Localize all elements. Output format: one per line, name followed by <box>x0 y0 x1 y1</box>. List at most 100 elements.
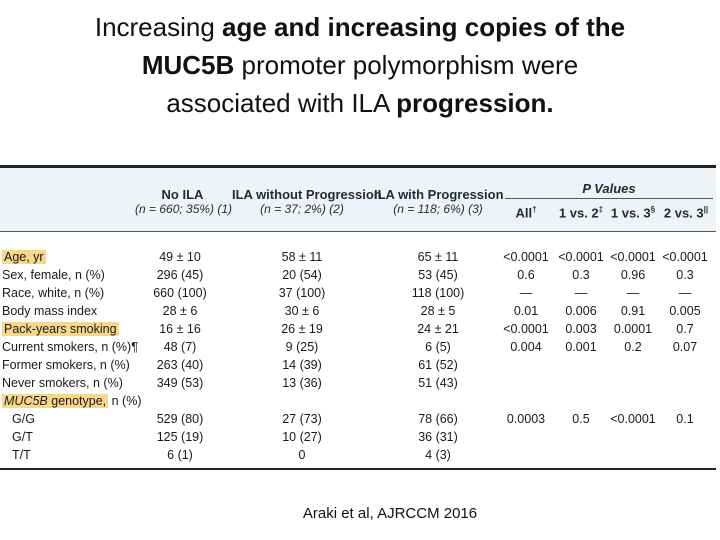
cell-ila-without-progression: 30 ± 6 <box>284 304 320 318</box>
cell-p-all: 0.01 <box>513 304 539 318</box>
table-row-never-smokers: Never smokers, n (%) 349 (53) 13 (36) 51… <box>0 376 716 391</box>
header-ila-without-progression: ILA without Progression (n = 37; 2%) (2) <box>232 187 382 216</box>
table-row-tt: T/T 6 (1) 0 4 (3) <box>0 448 716 463</box>
cell-p-1v3: 0.2 <box>624 340 642 354</box>
row-label: Current smokers, n (%)¶ <box>2 340 138 354</box>
table-row-bmi: Body mass index 28 ± 6 30 ± 6 28 ± 5 0.0… <box>0 304 716 319</box>
cell-p-2v3: 0.07 <box>672 340 698 354</box>
cell-no-ila: 6 (1) <box>167 448 193 462</box>
cell-ila-with-progression: 118 (100) <box>411 286 465 300</box>
row-label: G/T <box>12 430 33 444</box>
cell-p-1v2: 0.006 <box>565 304 597 318</box>
cell-ila-with-progression: 4 (3) <box>425 448 451 462</box>
pvalues-rule <box>505 198 713 199</box>
header-sublabel: (n = 660; 35%) (1) <box>135 202 233 216</box>
footnote-mark: † <box>532 205 537 214</box>
table-row-race: Race, white, n (%) 660 (100) 37 (100) 11… <box>0 286 716 301</box>
row-label: Never smokers, n (%) <box>2 376 123 390</box>
row-label: G/G <box>12 412 35 426</box>
title-text: Increasing <box>94 12 223 42</box>
table-row-muc5b-genotype: MUC5B genotype, n (%) <box>0 394 716 409</box>
cell-no-ila: 296 (45) <box>156 268 204 282</box>
cell-p-1v2: 0.5 <box>572 412 590 426</box>
gene-name: MUC5B <box>4 394 48 408</box>
cell-p-all: 0.004 <box>510 340 542 354</box>
cell-no-ila: 529 (80) <box>156 412 204 426</box>
citation: Araki et al, AJRCCM 2016 <box>302 505 478 522</box>
header-label: 1 vs. 3 <box>610 205 651 221</box>
cell-ila-without-progression: 27 (73) <box>282 412 322 426</box>
header-label: 1 vs. 2 <box>558 205 599 221</box>
cell-no-ila: 49 ± 10 <box>159 250 201 264</box>
cell-ila-with-progression: 78 (66) <box>418 412 458 426</box>
row-label-part: genotype, <box>47 394 107 408</box>
cell-p-all: 0.6 <box>517 268 535 282</box>
cell-ila-without-progression: 20 (54) <box>282 268 322 282</box>
table-top-rule <box>0 165 716 168</box>
cell-p-2v3: — <box>678 286 692 300</box>
cell-ila-without-progression: 37 (100) <box>278 286 326 300</box>
data-table: No ILA (n = 660; 35%) (1) ILA without Pr… <box>0 165 716 470</box>
cell-ila-with-progression: 53 (45) <box>418 268 458 282</box>
cell-p-1v3: <0.0001 <box>610 250 656 264</box>
header-pvalues: P Values <box>505 181 713 196</box>
title-line-1: Increasing age and increasing copies of … <box>20 8 700 46</box>
cell-p-all: <0.0001 <box>503 250 549 264</box>
table-row-gt: G/T 125 (19) 10 (27) 36 (31) <box>0 430 716 445</box>
header-label: No ILA <box>161 187 204 202</box>
row-label: MUC5B genotype, n (%) <box>2 394 142 409</box>
row-label: Sex, female, n (%) <box>2 268 105 282</box>
table-bottom-rule <box>0 468 716 470</box>
cell-no-ila: 16 ± 16 <box>159 322 201 336</box>
table-header-rule <box>0 231 716 232</box>
cell-ila-without-progression: 10 (27) <box>282 430 322 444</box>
row-label: Pack-years smoking <box>2 322 119 336</box>
header-p-1v3: 1 vs. 3§ <box>608 205 658 220</box>
row-label: Age, yr <box>2 250 46 264</box>
header-label: ILA with Progression <box>374 187 504 202</box>
cell-p-1v3: 0.0001 <box>613 322 653 336</box>
title-bold-text: age and increasing copies of the <box>222 12 626 42</box>
cell-p-2v3: 0.7 <box>676 322 694 336</box>
cell-ila-with-progression: 51 (43) <box>418 376 458 390</box>
table-row-pack-years: Pack-years smoking 16 ± 16 26 ± 19 24 ± … <box>0 322 716 337</box>
cell-no-ila: 125 (19) <box>156 430 204 444</box>
cell-p-1v3: 0.96 <box>620 268 646 282</box>
footnote-mark: || <box>703 205 709 214</box>
title-text: promoter polymorphism were <box>234 50 579 80</box>
cell-p-2v3: 0.3 <box>676 268 694 282</box>
row-label-highlight: MUC5B genotype, <box>2 394 109 408</box>
row-label-part: n (%) <box>108 394 142 408</box>
header-p-all: All† <box>500 205 552 220</box>
title-line-2: MUC5B promoter polymorphism were <box>20 46 700 84</box>
cell-no-ila: 48 (7) <box>163 340 197 354</box>
cell-p-1v2: 0.001 <box>565 340 597 354</box>
cell-no-ila: 263 (40) <box>156 358 204 372</box>
row-label: Race, white, n (%) <box>2 286 105 300</box>
cell-no-ila: 28 ± 6 <box>162 304 198 318</box>
cell-p-1v2: <0.0001 <box>558 250 604 264</box>
header-label: 2 vs. 3 <box>663 205 704 221</box>
cell-p-1v3: 0.91 <box>620 304 646 318</box>
cell-p-1v2: 0.003 <box>565 322 597 336</box>
header-ila-with-progression: ILA with Progression (n = 118; 6%) (3) <box>374 187 504 216</box>
cell-p-1v2: 0.3 <box>572 268 590 282</box>
cell-p-1v3: — <box>626 286 640 300</box>
cell-p-2v3: 0.1 <box>676 412 694 426</box>
footnote-mark: ‡ <box>598 205 604 214</box>
row-label: Body mass index <box>2 304 98 318</box>
cell-p-all: — <box>519 286 533 300</box>
cell-ila-without-progression: 14 (39) <box>282 358 322 372</box>
cell-p-all: 0.0003 <box>506 412 546 426</box>
title-text: associated with ILA <box>166 88 397 118</box>
header-sublabel: (n = 118; 6%) (3) <box>393 202 483 216</box>
header-no-ila: No ILA (n = 660; 35%) (1) <box>135 187 233 216</box>
header-label: ILA without Progression <box>232 187 382 202</box>
cell-no-ila: 349 (53) <box>156 376 204 390</box>
cell-ila-with-progression: 24 ± 21 <box>417 322 459 336</box>
cell-no-ila: 660 (100) <box>153 286 207 300</box>
cell-ila-without-progression: 9 (25) <box>285 340 319 354</box>
cell-ila-with-progression: 28 ± 5 <box>420 304 456 318</box>
cell-p-2v3: <0.0001 <box>662 250 708 264</box>
cell-ila-with-progression: 61 (52) <box>418 358 458 372</box>
